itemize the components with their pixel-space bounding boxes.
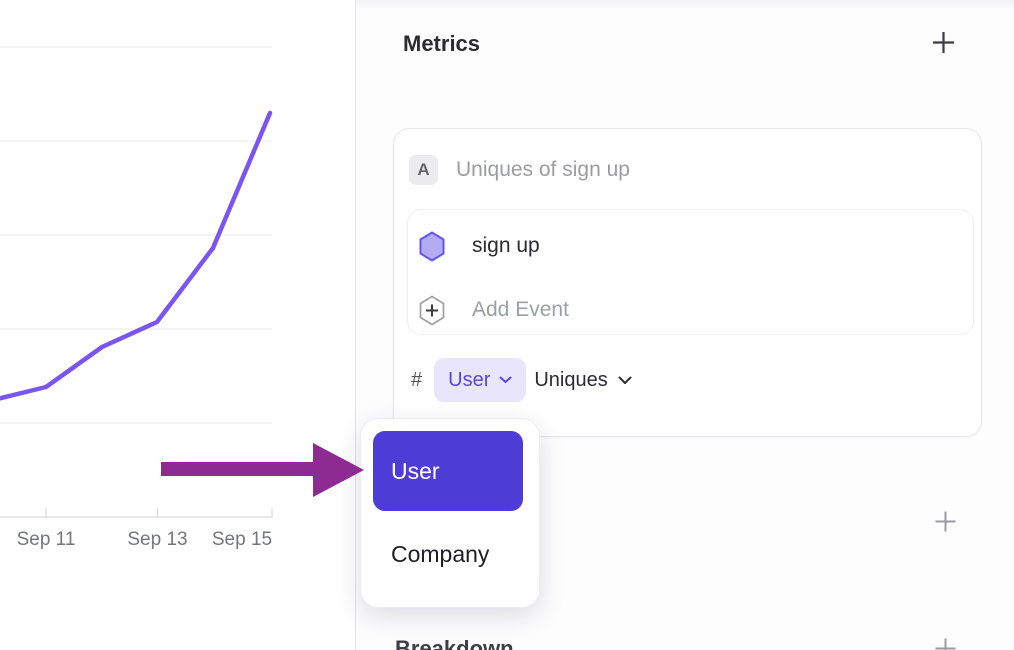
entity-dropdown-trigger[interactable]: User (434, 358, 527, 402)
count-symbol: # (411, 368, 423, 391)
dropdown-option-user[interactable]: User (373, 431, 523, 511)
add-filter-button[interactable] (934, 510, 957, 533)
line-chart (0, 46, 273, 518)
chart-area: Sep 11 Sep 13 Sep 15 (0, 0, 355, 650)
metric-label-row[interactable]: A Uniques of sign up (409, 155, 630, 185)
x-axis-label: Sep 11 (16, 529, 76, 550)
annotation-arrow-right-icon (161, 443, 364, 497)
hexagon-icon (418, 231, 446, 262)
entity-selected-value: User (448, 368, 491, 391)
x-axis-label: Sep 15 (211, 529, 273, 550)
aggregation-selected-value: Uniques (534, 368, 608, 391)
metric-card: A Uniques of sign up sign up (393, 128, 982, 437)
plus-icon (933, 32, 954, 53)
add-event-label: Add Event (472, 298, 569, 321)
event-card: sign up Add Event (407, 209, 974, 335)
event-name: sign up (472, 234, 540, 257)
panel-divider (355, 0, 356, 650)
add-event-button[interactable]: Add Event (418, 286, 963, 334)
plus-icon (935, 511, 956, 532)
add-breakdown-button[interactable] (934, 637, 957, 650)
metric-letter-badge: A (409, 155, 438, 185)
breakdown-section-title: Breakdown (395, 636, 514, 650)
add-metric-button[interactable] (931, 30, 956, 55)
x-axis-label: Sep 13 (127, 529, 188, 550)
dropdown-option-company[interactable]: Company (391, 540, 490, 567)
metrics-section-title: Metrics (403, 31, 481, 56)
event-row-sign-up[interactable]: sign up (418, 222, 963, 270)
chevron-down-icon (618, 376, 632, 384)
aggregation-dropdown-trigger[interactable]: Uniques (534, 358, 632, 402)
hexagon-plus-icon (418, 295, 446, 326)
panel-top-shadow (356, 0, 1014, 9)
plus-icon (935, 638, 956, 650)
entity-dropdown-menu: User Company (360, 418, 540, 608)
measure-row: # User Uniques (411, 358, 632, 402)
chevron-down-icon (499, 376, 512, 383)
metric-name: Uniques of sign up (456, 158, 630, 181)
